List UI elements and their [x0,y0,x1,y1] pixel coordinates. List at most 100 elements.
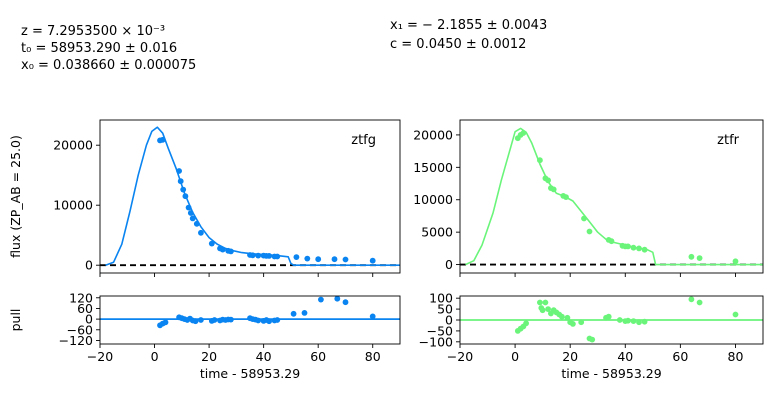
pull-ztfr-xtick-label-0: −20 [447,349,473,364]
pull-ztfr-point-21 [605,313,612,320]
pull-ztfg-point-29 [318,296,324,303]
pull-ztfg-ylabel: pull [8,309,23,332]
pull-ztfg-point-9 [192,318,199,325]
flux-ztfr-point-11 [586,228,593,235]
flux-ztfr-point-19 [641,246,648,253]
flux-ztfr-point-10 [581,215,587,222]
pull-ztfr-point-17 [578,319,585,326]
pull-ztfr-point-30 [732,311,739,318]
pull-ztfg-point-21 [255,317,262,324]
params-right-0: x₁ = − 2.1855 ± 0.0043 [390,18,548,33]
flux-ztfr-point-9 [563,194,569,201]
flux-ztfr-ytick-label-3: 15000 [413,160,453,175]
pull-ztfg-xtick-label-1: 0 [151,349,159,364]
pull-ztfg-point-12 [211,317,218,323]
pull-ztfr-ytick-label-0: 100 [429,291,453,306]
pull-ztfg-ytick-label-1: 60 [77,301,93,316]
flux-ztfg-point-23 [274,253,281,260]
flux-ztfg-point-21 [266,253,272,259]
flux-ztfr-point-13 [608,238,615,245]
pull-ztfg-frame [99,295,401,345]
pull-ztfr-point-22 [616,317,623,323]
flux-ztfr-panel: 0 5000 10000 15000 20000 ztfr [413,119,764,277]
pull-ztfr-xtick-label-2: 20 [562,349,578,364]
pull-ztfr-xtick-label-1: 0 [511,349,519,364]
flux-ztfg-frame [99,119,401,274]
flux-ztfr-point-18 [636,245,642,252]
flux-ztfr-ytick-label-0: 0 [445,257,453,272]
flux-ztfg-point-11 [208,240,215,247]
pull-ztfr-point-3 [523,320,529,327]
flux-ztfr-ytick-label-4: 20000 [413,127,453,142]
pull-ztfg-ytick-label-4: −120 [59,333,93,348]
flux-ztfg-point-29 [369,257,376,264]
pull-ztfg-point-27 [290,310,297,317]
flux-ztfg-point-8 [189,215,196,222]
flux-ztfr-point-3 [537,157,543,164]
flux-ztfg-ytick-label-0: 0 [85,258,93,273]
flux-ztfg-ytick-label-1: 10000 [53,198,93,213]
pull-ztfr-ytick-label-1: 50 [437,302,453,317]
pull-ztfr-ytick-label-4: −100 [419,334,453,349]
flux-ztfr-point-16 [625,243,631,250]
pull-ztfg-xlabel: time - 58953.29 [200,366,300,381]
pull-ztfg-xtick-label-5: 80 [365,349,381,364]
pull-ztfr-point-25 [630,318,637,324]
pull-ztfr-point-6 [539,307,546,314]
pull-ztfr-point-24 [625,317,631,324]
flux-ztfg-point-3 [177,178,184,185]
pull-ztfg-ytick-label-0: 120 [69,290,93,305]
params-left-0: z = 7.2953500 × 10⁻³ [21,24,166,39]
flux-ztfg-point-27 [331,256,338,263]
flux-ztfg-point-1 [159,136,166,143]
flux-ztfr-point-7 [550,186,557,193]
pull-ztfr-point-8 [545,306,551,312]
flux-ztfg-point-7 [187,210,194,216]
flux-ztfr-model-curve [465,127,763,266]
pull-ztfg-point-24 [266,318,272,325]
pull-ztfr-point-26 [636,319,642,326]
flux-ztfr-point-22 [732,258,739,265]
flux-ztfr-ytick-label-2: 10000 [413,192,453,207]
pull-ztfg-xtick-label-4: 60 [310,349,326,364]
params-right-1: c = 0.0450 ± 0.0012 [390,37,527,52]
pull-ztfg-xtick-label-3: 40 [256,349,272,364]
pull-ztfg-point-10 [198,317,204,323]
params-left-1: t₀ = 58953.290 ± 0.016 [21,41,178,56]
flux-ztfg-ylabel: flux (ZP_AB = 25.0) [8,135,23,258]
pull-ztfg-point-17 [228,316,234,323]
pull-ztfg-ytick-label-3: −60 [67,322,93,337]
pull-ztfr-point-4 [537,299,543,306]
pull-ztfg-xtick-label-2: 20 [201,349,217,364]
flux-ztfg-point-17 [249,252,256,259]
pull-ztfr-xtick-label-3: 40 [617,349,633,364]
pull-ztfg-point-2 [162,319,169,326]
flux-ztfg-point-24 [293,254,300,260]
flux-ztfr-point-5 [545,177,551,184]
flux-ztfr-point-2 [520,130,527,136]
pull-ztfr-xtick-label-4: 60 [672,349,688,364]
pull-ztfr-point-16 [570,321,576,327]
flux-ztfg-point-9 [193,220,200,227]
flux-ztfr-point-21 [696,255,703,261]
flux-ztfg-point-25 [304,255,311,262]
flux-ztfg-point-4 [180,186,187,193]
pull-ztfr-point-19 [589,336,596,343]
pull-ztfr-xlabel: time - 58953.29 [561,366,661,381]
flux-ztfg-panel: 0 10000 20000 ztfg flux (ZP_AB = 25.0) [8,119,401,277]
pull-ztfg-point-28 [301,310,308,316]
flux-ztfg-point-13 [219,246,226,253]
flux-ztfr-point-17 [630,244,637,251]
flux-ztfg-point-2 [176,168,183,174]
flux-ztfg-band-label: ztfg [351,133,376,148]
pull-ztfr-point-27 [641,318,648,325]
flux-ztfg-point-5 [182,193,189,200]
flux-ztfg-point-26 [315,256,322,263]
flux-ztfg-point-10 [198,229,204,236]
flux-ztfg-point-18 [255,252,262,259]
pull-ztfg-point-26 [274,317,281,323]
pull-ztfr-xtick-label-5: 80 [728,349,744,364]
params-left-2: x₀ = 0.038660 ± 0.000075 [21,58,197,73]
